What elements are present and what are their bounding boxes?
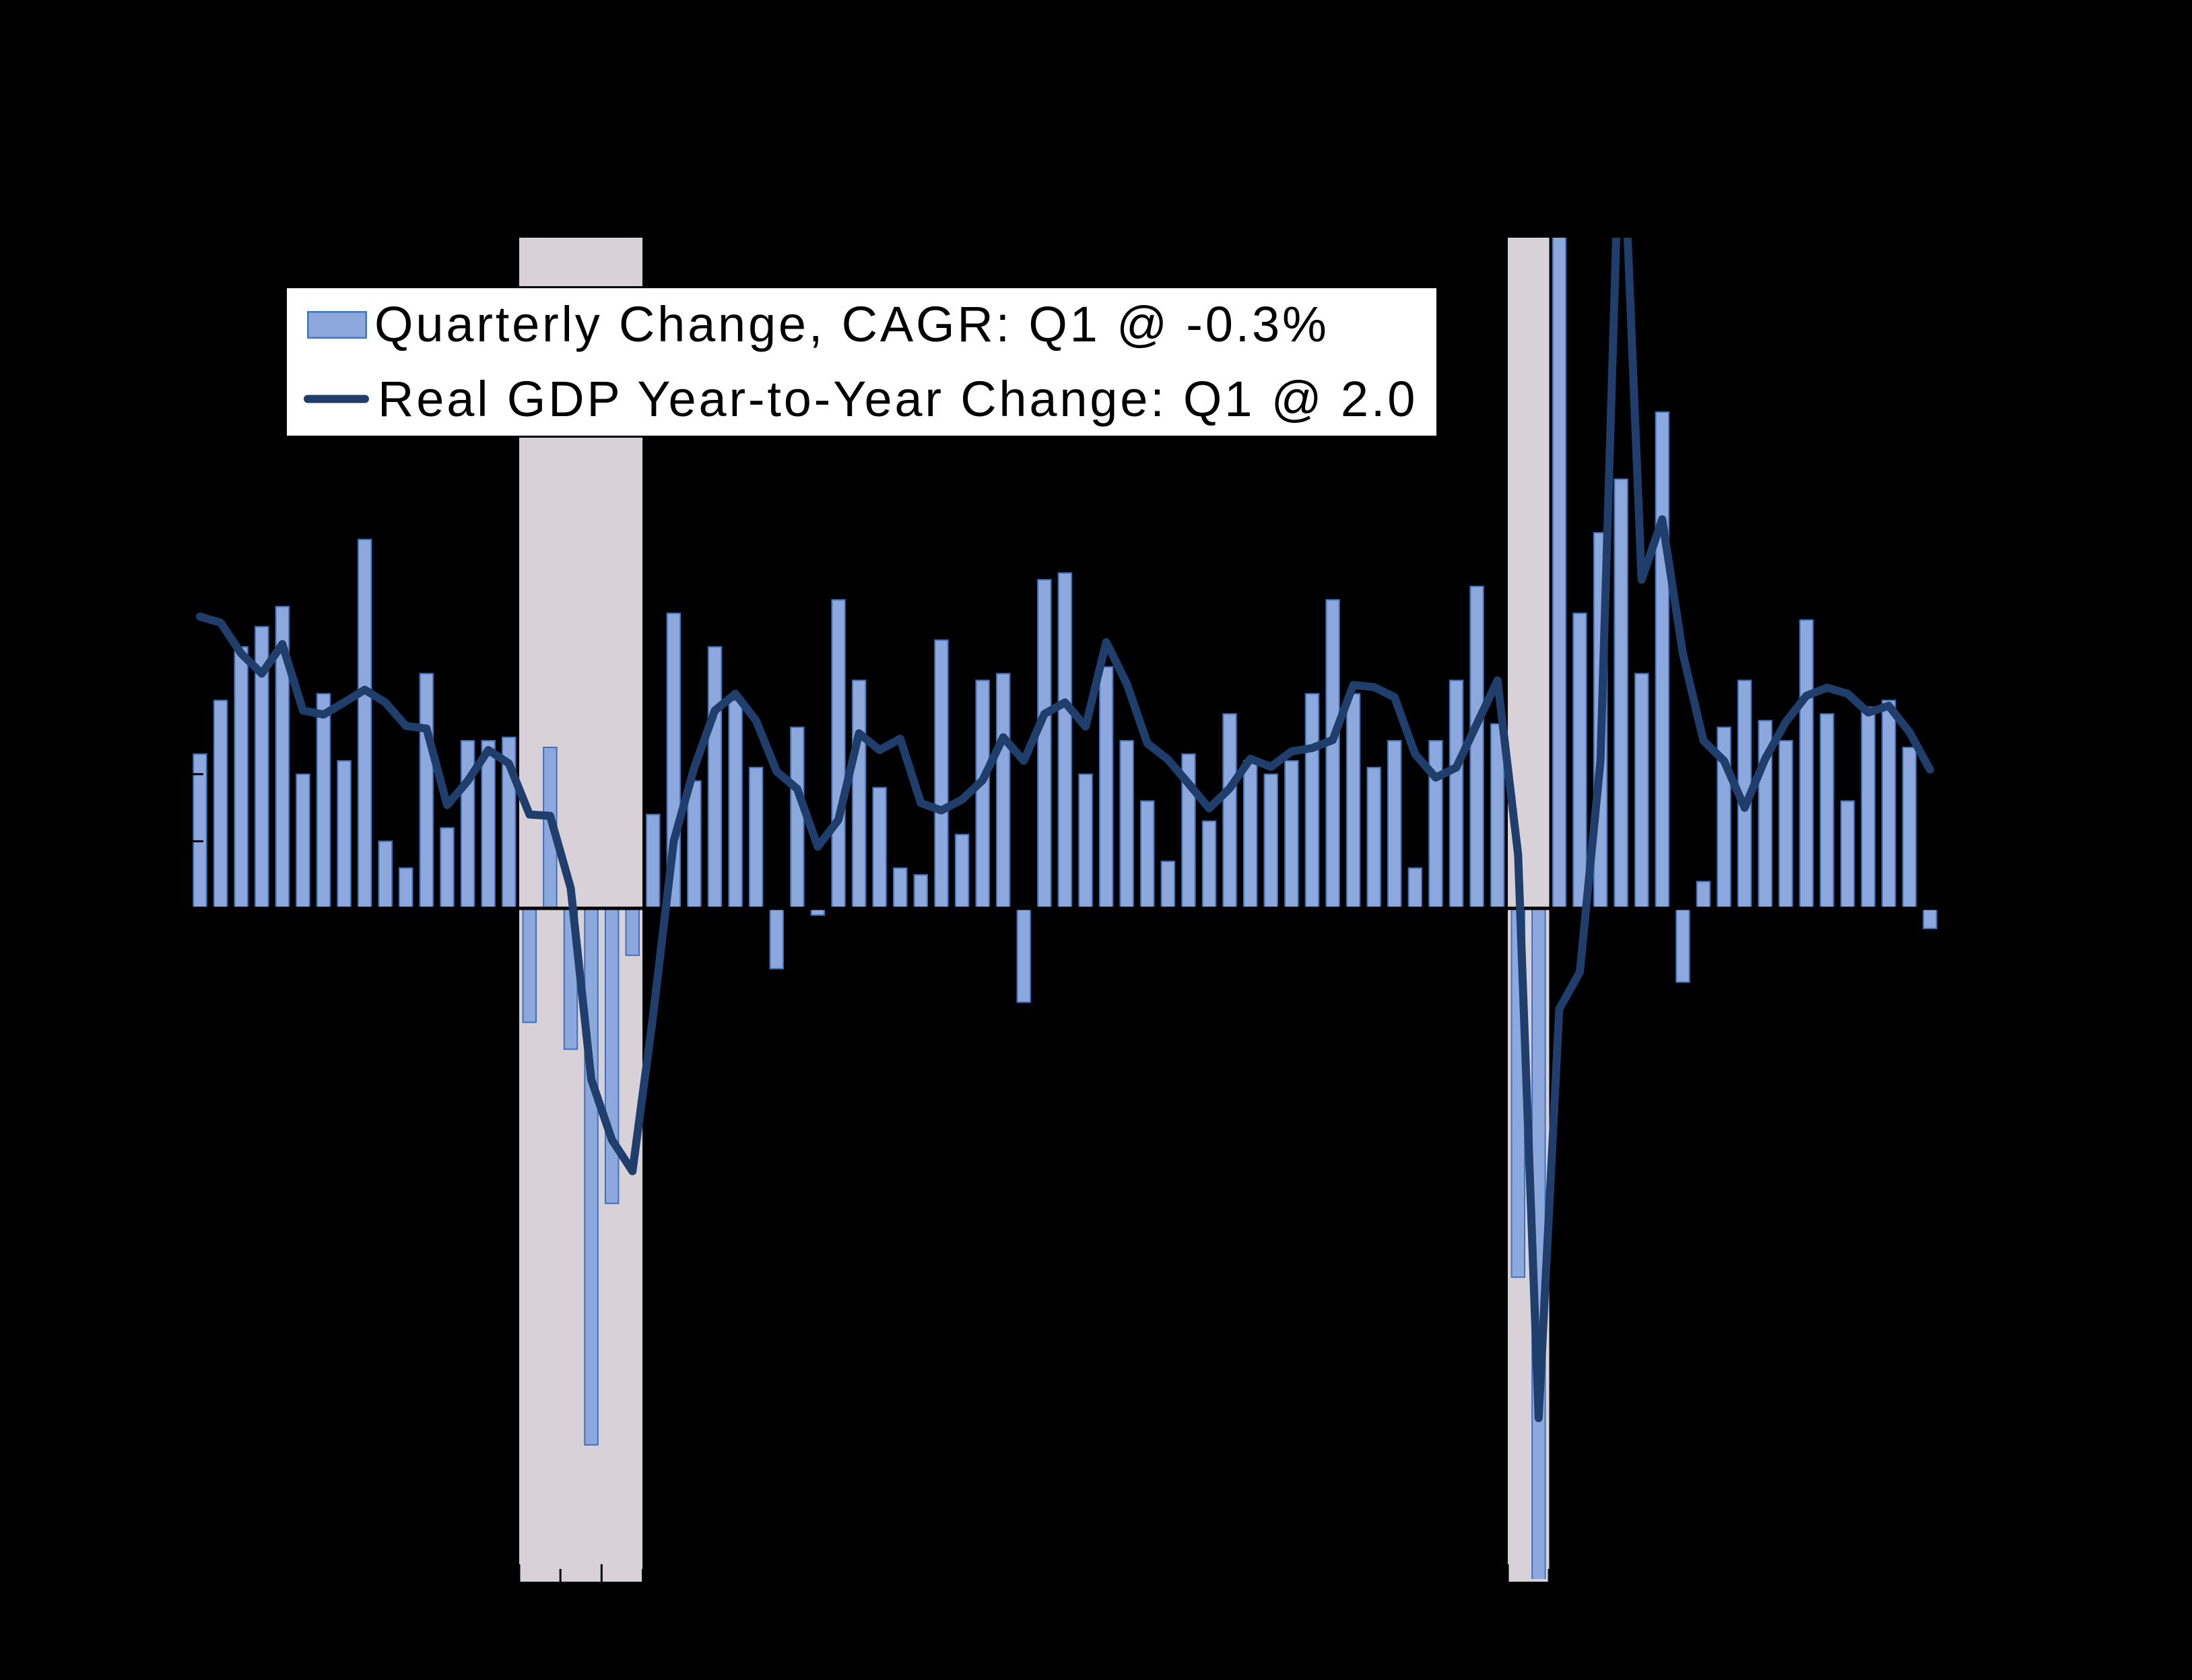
svg-text:Quarterly Change, CAGR: Q1 @ -: Quarterly Change, CAGR: Q1 @ -0.3% [374,296,1329,352]
svg-text:Real GDP Year-to-Year Change:: Real GDP Year-to-Year Change: Q1 @ 2.0 [378,371,1418,427]
